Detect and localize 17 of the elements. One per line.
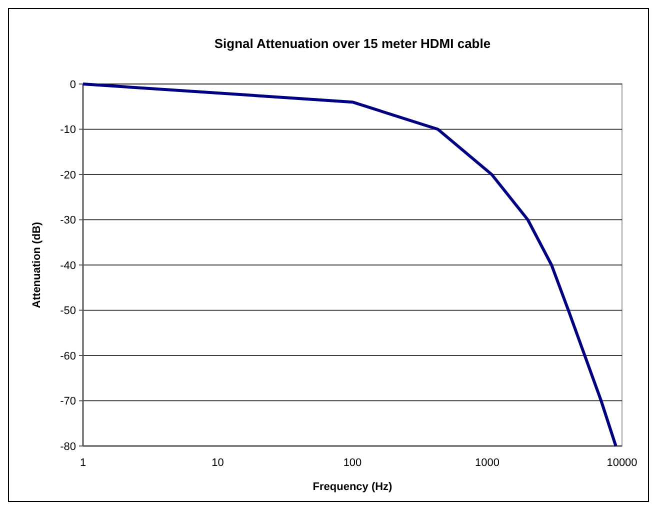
y-tick-label: 0 (70, 78, 76, 91)
x-tick-label: 10 (212, 457, 224, 469)
y-tick-label: -40 (60, 260, 76, 272)
y-tick-label: -60 (60, 350, 76, 362)
y-tick-label: -10 (60, 124, 76, 136)
y-axis-title: Attenuation (dB) (31, 222, 43, 308)
y-tick-label: -20 (60, 169, 76, 182)
x-tick-label: 100 (343, 457, 362, 469)
y-tick-label: -50 (60, 305, 76, 318)
y-tick-label: -80 (60, 440, 76, 453)
x-axis-title: Frequency (Hz) (312, 481, 393, 493)
y-tick-label: -30 (60, 214, 76, 227)
x-tick-label: 10000 (606, 457, 638, 469)
x-tick-label: 1 (80, 457, 86, 469)
y-tick-label: -70 (60, 396, 76, 408)
x-tick-label: 1000 (475, 457, 500, 469)
chart-title: Signal Attenuation over 15 meter HDMI cable (214, 36, 491, 51)
